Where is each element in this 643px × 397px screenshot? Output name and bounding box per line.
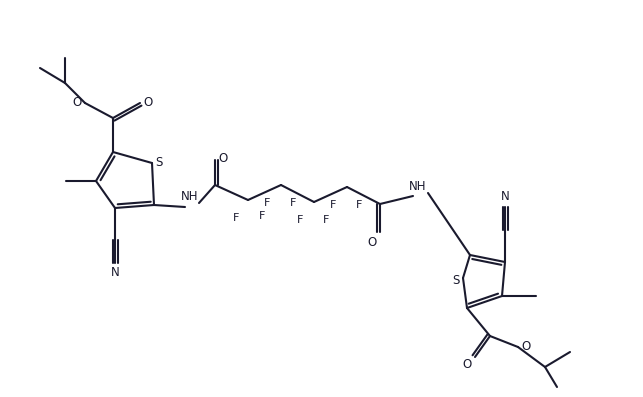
Text: O: O <box>521 341 530 353</box>
Text: F: F <box>323 215 329 225</box>
Text: F: F <box>330 200 336 210</box>
Text: F: F <box>290 198 296 208</box>
Text: NH: NH <box>181 191 199 204</box>
Text: O: O <box>219 152 228 166</box>
Text: F: F <box>264 198 270 208</box>
Text: S: S <box>156 156 163 170</box>
Text: O: O <box>367 235 377 249</box>
Text: F: F <box>297 215 303 225</box>
Text: O: O <box>143 96 152 108</box>
Text: N: N <box>501 191 509 204</box>
Text: O: O <box>462 358 471 372</box>
Text: F: F <box>259 211 265 221</box>
Text: F: F <box>233 213 239 223</box>
Text: S: S <box>452 274 460 287</box>
Text: F: F <box>356 200 362 210</box>
Text: NH: NH <box>409 179 427 193</box>
Text: O: O <box>73 96 82 110</box>
Text: N: N <box>111 266 120 279</box>
